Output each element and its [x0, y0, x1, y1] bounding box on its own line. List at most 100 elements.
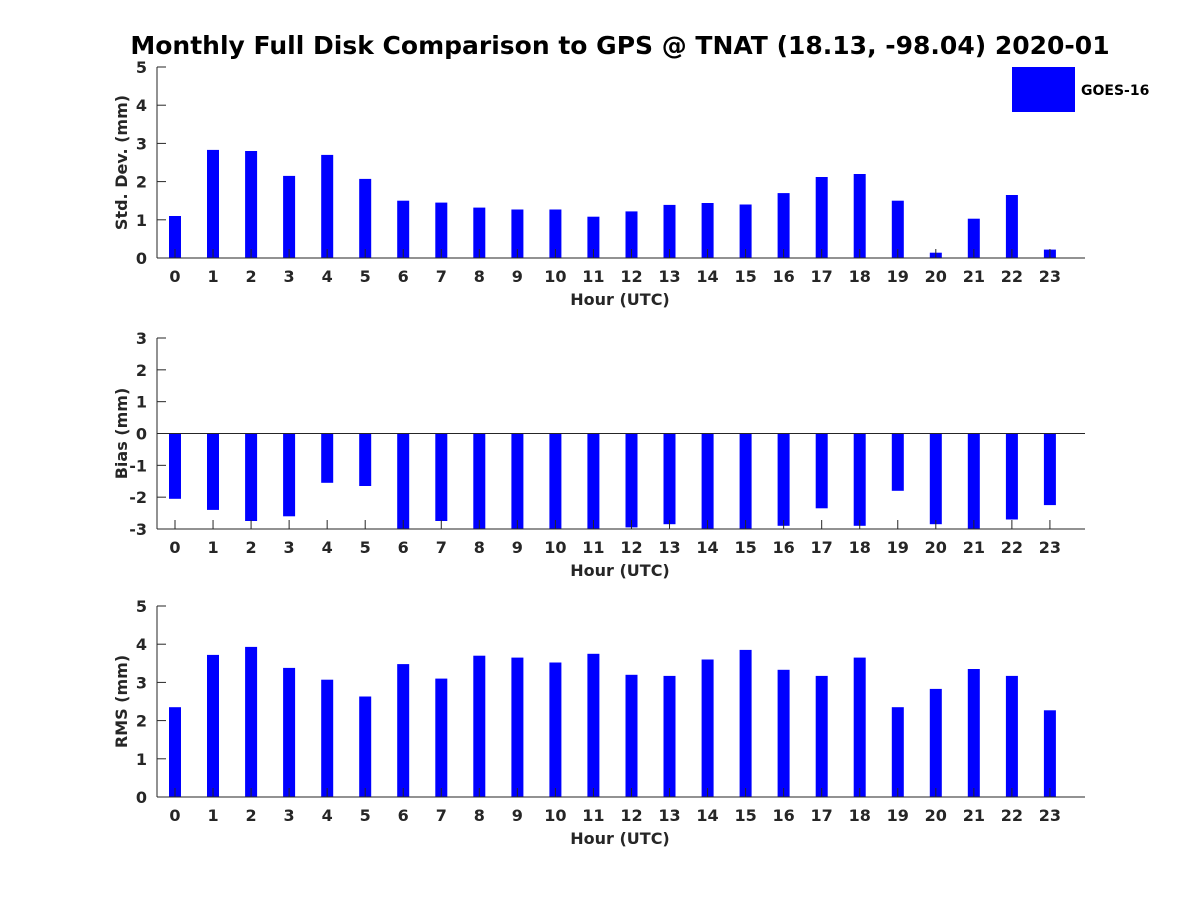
bar-std-dev-3	[283, 175, 296, 258]
xtick-label-rms: 13	[658, 806, 680, 825]
bar-rms-20	[929, 688, 942, 797]
bar-std-dev-13	[663, 204, 676, 258]
xtick-label-rms: 16	[773, 806, 795, 825]
xtick-label-bias: 17	[811, 538, 833, 557]
bar-std-dev-1	[207, 149, 219, 258]
ytick-label-std-dev: 1	[136, 211, 147, 230]
bar-std-dev-0	[169, 216, 181, 258]
ytick-label-rms: 1	[136, 750, 147, 769]
bar-rms-4	[321, 679, 334, 797]
bar-rms-7	[435, 678, 448, 797]
xtick-label-rms: 18	[849, 806, 871, 825]
ytick-label-std-dev: 5	[136, 58, 147, 77]
xtick-label-bias: 3	[284, 538, 295, 557]
xtick-label-bias: 16	[773, 538, 795, 557]
xtick-label-std-dev: 4	[322, 267, 333, 286]
xtick-label-std-dev: 22	[1001, 267, 1023, 286]
xtick-label-bias: 21	[963, 538, 985, 557]
bar-rms-21	[967, 669, 980, 797]
legend-swatch	[1012, 67, 1075, 112]
xtick-label-bias: 12	[620, 538, 642, 557]
bar-std-dev-11	[587, 216, 600, 258]
bar-rms-19	[891, 707, 904, 797]
bar-std-dev-19	[891, 200, 904, 258]
ytick-label-std-dev: 4	[136, 96, 147, 115]
bar-std-dev-7	[435, 202, 448, 258]
bar-bias-6	[397, 433, 410, 529]
bar-std-dev-4	[321, 154, 334, 258]
xtick-label-std-dev: 5	[360, 267, 371, 286]
xtick-label-std-dev: 23	[1039, 267, 1061, 286]
bar-bias-23	[1043, 433, 1056, 506]
bar-std-dev-22	[1005, 195, 1018, 258]
legend: GOES-16	[1012, 67, 1149, 112]
xtick-label-bias: 7	[436, 538, 447, 557]
bar-bias-11	[587, 433, 600, 529]
ylabel-std-dev: Std. Dev. (mm)	[112, 95, 131, 230]
bar-bias-12	[625, 433, 638, 528]
bar-std-dev-12	[625, 211, 638, 258]
bar-bias-4	[321, 433, 334, 483]
xtick-label-bias: 15	[734, 538, 756, 557]
bar-bias-15	[739, 433, 752, 529]
bar-rms-15	[739, 649, 752, 797]
bar-bias-17	[815, 433, 828, 509]
bar-std-dev-18	[853, 174, 866, 258]
bar-bias-0	[169, 433, 181, 499]
bar-bias-7	[435, 433, 448, 521]
xtick-label-std-dev: 0	[169, 267, 180, 286]
bar-bias-18	[853, 433, 866, 526]
xtick-label-bias: 11	[582, 538, 604, 557]
bar-rms-3	[283, 667, 296, 797]
xtick-label-std-dev: 9	[512, 267, 523, 286]
xtick-label-rms: 11	[582, 806, 604, 825]
ytick-label-bias: 2	[136, 361, 147, 380]
ytick-label-rms: 0	[136, 788, 147, 807]
xtick-label-rms: 19	[887, 806, 909, 825]
xtick-label-std-dev: 10	[544, 267, 566, 286]
xtick-label-bias: 14	[696, 538, 718, 557]
bar-bias-8	[473, 433, 486, 529]
bar-rms-14	[701, 659, 714, 797]
ylabel-bias: Bias (mm)	[112, 388, 131, 480]
xtick-label-rms: 8	[474, 806, 485, 825]
bar-std-dev-17	[815, 177, 828, 258]
bar-rms-12	[625, 674, 638, 797]
xtick-label-rms: 2	[246, 806, 257, 825]
bar-std-dev-16	[777, 193, 790, 258]
bar-rms-10	[549, 662, 562, 797]
xtick-label-std-dev: 12	[620, 267, 642, 286]
bar-rms-18	[853, 657, 866, 797]
xtick-label-std-dev: 20	[925, 267, 947, 286]
xtick-label-rms: 7	[436, 806, 447, 825]
xtick-label-rms: 22	[1001, 806, 1023, 825]
ytick-label-bias: 3	[136, 329, 147, 348]
xtick-label-bias: 8	[474, 538, 485, 557]
xtick-label-std-dev: 14	[696, 267, 718, 286]
bar-bias-10	[549, 433, 562, 529]
xtick-label-bias: 23	[1039, 538, 1061, 557]
xtick-label-std-dev: 1	[207, 267, 218, 286]
bar-rms-11	[587, 653, 600, 798]
xlabel-rms: Hour (UTC)	[570, 829, 670, 848]
xtick-label-rms: 10	[544, 806, 566, 825]
xtick-label-rms: 20	[925, 806, 947, 825]
xtick-label-std-dev: 19	[887, 267, 909, 286]
ytick-label-bias: 0	[136, 425, 147, 444]
xtick-label-std-dev: 7	[436, 267, 447, 286]
bar-std-dev-6	[397, 200, 410, 258]
bar-rms-13	[663, 675, 676, 797]
xtick-label-bias: 0	[169, 538, 180, 557]
bar-std-dev-2	[245, 151, 258, 258]
xtick-label-bias: 4	[322, 538, 333, 557]
xtick-label-bias: 9	[512, 538, 523, 557]
bar-std-dev-15	[739, 204, 752, 258]
xtick-label-std-dev: 17	[811, 267, 833, 286]
xtick-label-rms: 17	[811, 806, 833, 825]
bar-bias-1	[207, 433, 219, 510]
bar-bias-20	[929, 433, 942, 525]
xtick-label-rms: 6	[398, 806, 409, 825]
bar-rms-0	[169, 707, 181, 797]
bar-std-dev-5	[359, 178, 372, 258]
